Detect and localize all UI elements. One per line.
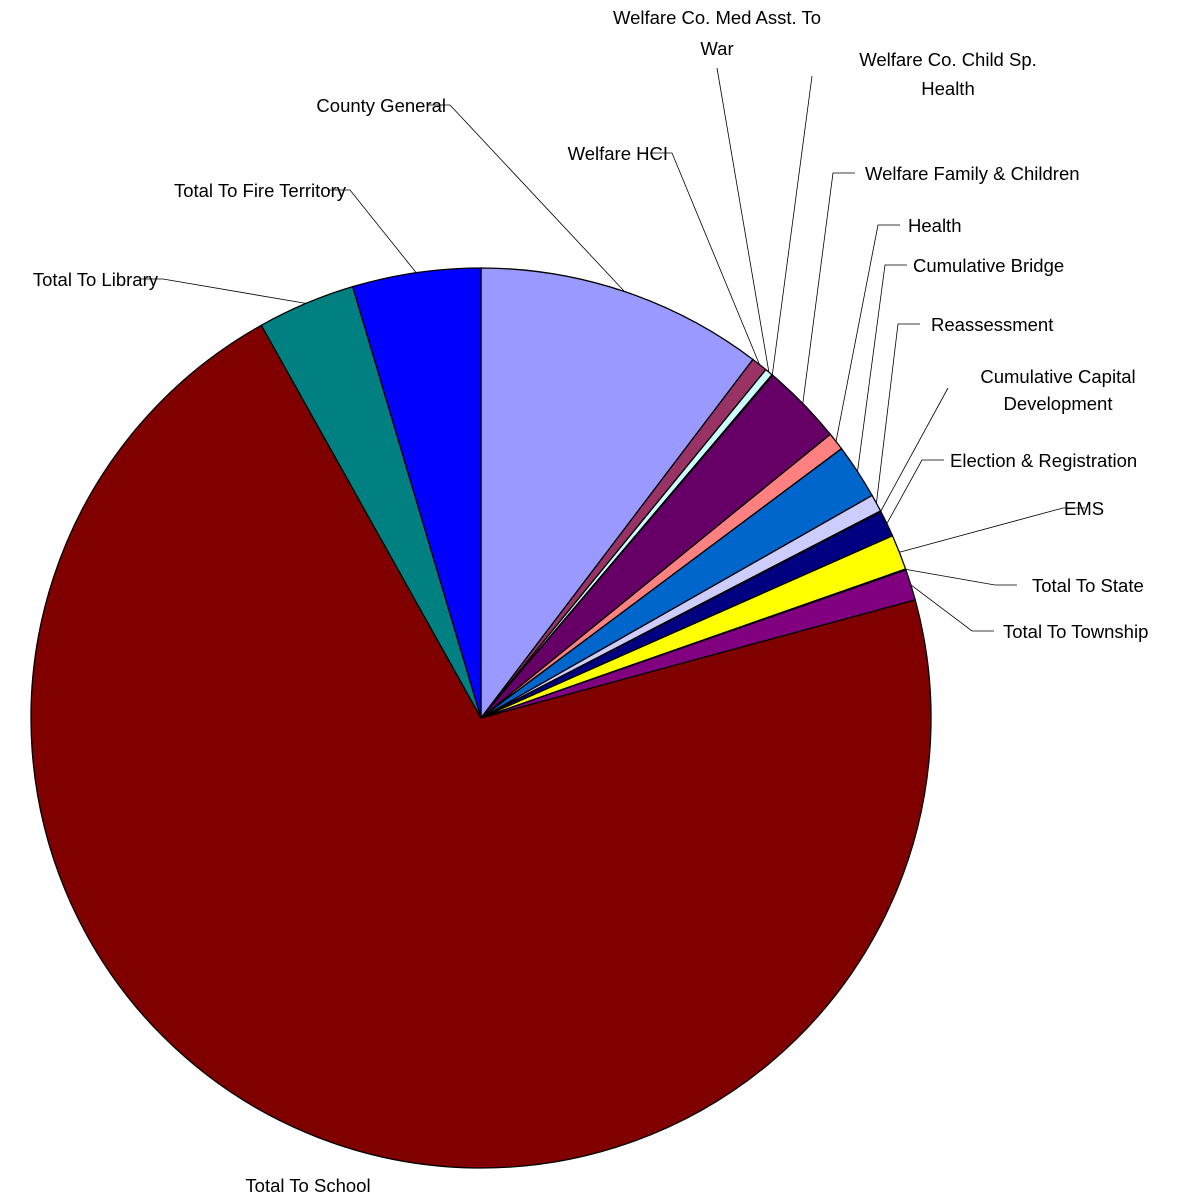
pie-slices: [30, 267, 932, 1169]
slice-label-cumulative-bridge: Cumulative Bridge: [913, 255, 1064, 276]
leader-line-total-to-fire-territory: [328, 189, 417, 273]
leader-lines: [141, 67, 1085, 632]
slice-label-cumulative-capital-development: Cumulative Capital Development: [980, 366, 1135, 414]
slice-label-reassessment: Reassessment: [931, 314, 1053, 335]
leader-line-welfare-co-med-asst-to-war: [716, 67, 770, 373]
slice-label-welfare-hci: Welfare HCI: [568, 143, 668, 164]
leader-line-reassessment: [876, 323, 920, 504]
leader-line-county-general: [428, 104, 625, 292]
leader-line-total-to-state: [905, 569, 1017, 586]
leader-line-welfare-co-child-sp-health: [771, 75, 813, 376]
slice-label-county-general: County General: [316, 95, 446, 116]
pie-slice-total-to-school: [30, 324, 932, 1169]
slice-label-welfare-co-child-sp-health: Welfare Co. Child Sp. Health: [859, 49, 1037, 99]
slice-label-health: Health: [908, 215, 961, 236]
slice-label-total-to-school: Total To School: [245, 1175, 370, 1196]
leader-line-total-to-township: [910, 584, 994, 632]
leader-line-total-to-library: [141, 278, 306, 304]
leader-line-election-and-registration: [886, 459, 944, 524]
slice-labels: County General Welfare HCI Welfare Co. Med…: [33, 7, 1148, 1196]
slice-label-ems: EMS: [1064, 498, 1104, 519]
leader-line-cumulative-bridge: [857, 264, 907, 472]
slice-label-total-to-fire-territory: Total To Fire Territory: [174, 180, 347, 201]
leader-line-ems: [899, 507, 1085, 553]
leader-line-health: [835, 224, 900, 442]
leader-line-cumulative-capital-development: [880, 387, 949, 512]
leader-line-welfare-family-and-children: [802, 172, 855, 404]
leader-line-welfare-hci: [650, 152, 760, 365]
slice-label-total-to-state: Total To State: [1032, 575, 1144, 596]
slice-label-welfare-co-med-asst-to-war: Welfare Co. Med Asst. To War: [613, 7, 821, 59]
slice-label-election-and-registration: Election & Registration: [950, 450, 1137, 471]
slice-label-total-to-township: Total To Township: [1003, 621, 1148, 642]
slice-label-total-to-library: Total To Library: [33, 269, 159, 290]
slice-label-welfare-family-and-children: Welfare Family & Children: [865, 163, 1080, 184]
